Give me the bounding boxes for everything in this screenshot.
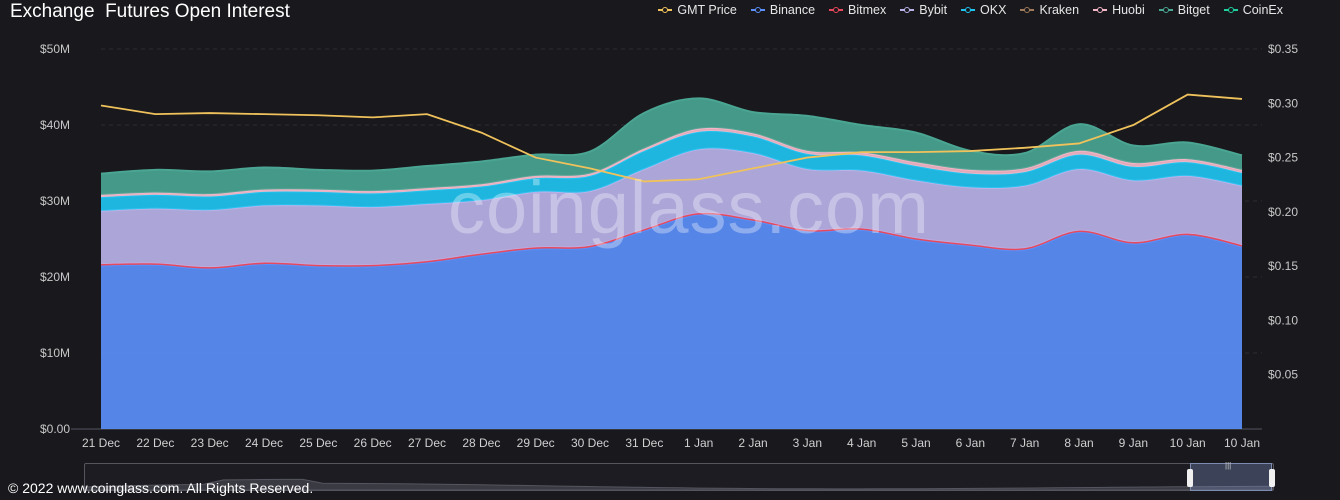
slider-handle-left[interactable] xyxy=(1187,469,1193,487)
y-right-tick-label: $0.30 xyxy=(1268,96,1298,110)
legend-label: Binance xyxy=(769,3,816,17)
area-bybit xyxy=(101,148,1242,268)
x-tick-label: 6 Jan xyxy=(956,436,985,450)
zoom-slider[interactable]: ||| xyxy=(84,461,1275,491)
legend-marker-icon xyxy=(1020,6,1035,14)
x-tick-label: 31 Dec xyxy=(625,436,663,450)
y-left-tick-label: $50M xyxy=(40,42,70,56)
legend-label: Bybit xyxy=(919,3,948,17)
x-tick-label: 28 Dec xyxy=(462,436,500,450)
series-line-bitget xyxy=(100,97,1243,175)
x-tick-label: 30 Dec xyxy=(571,436,609,450)
y-right-tick-label: $0.10 xyxy=(1268,313,1298,327)
copyright-text: © 2022 www.coinglass.com. All Rights Res… xyxy=(8,480,314,496)
y-left-tick-label: $20M xyxy=(40,270,70,284)
legend-marker-icon xyxy=(829,6,844,14)
y-right-tick-label: $0.25 xyxy=(1268,151,1298,165)
x-tick-label: 23 Dec xyxy=(191,436,229,450)
y-right-tick-label: $0.15 xyxy=(1268,259,1298,273)
legend-marker-icon xyxy=(750,6,765,14)
x-tick-label: 10 Jan xyxy=(1224,436,1260,450)
x-tick-label: 4 Jan xyxy=(847,436,876,450)
x-tick-label: 25 Dec xyxy=(299,436,337,450)
legend-marker-icon xyxy=(961,6,976,14)
legend-item-bitget[interactable]: Bitget xyxy=(1158,3,1210,17)
legend-item-bybit[interactable]: Bybit xyxy=(900,3,947,17)
legend-marker-icon xyxy=(658,6,673,14)
x-tick-label: 7 Jan xyxy=(1010,436,1039,450)
legend-label: Bitmex xyxy=(848,3,887,17)
legend-marker-icon xyxy=(900,6,915,14)
series-line-okx xyxy=(100,130,1243,199)
watermark: coinglass.com xyxy=(448,166,930,249)
legend-item-huobi[interactable]: Huobi xyxy=(1093,3,1145,17)
y-left-tick-label: $30M xyxy=(40,194,70,208)
legend-label: OKX xyxy=(980,3,1007,17)
x-tick-label: 21 Dec xyxy=(82,436,120,450)
x-tick-label: 8 Jan xyxy=(1064,436,1093,450)
legend-label: Bitget xyxy=(1177,3,1210,17)
y-right-tick-label: $0.35 xyxy=(1268,42,1298,56)
chart-legend: GMT Price Binance Bitmex Bybit OKX Kraken Huob… xyxy=(658,3,1283,17)
x-tick-label: 29 Dec xyxy=(517,436,555,450)
legend-item-binance[interactable]: Binance xyxy=(750,3,816,17)
legend-marker-icon xyxy=(1158,6,1173,14)
y-right-tick-label: $0.05 xyxy=(1268,368,1298,382)
legend-item-coinex[interactable]: CoinEx xyxy=(1223,3,1283,17)
slider-grip-icon[interactable]: ||| xyxy=(1225,461,1232,470)
legend-label: Huobi xyxy=(1112,3,1145,17)
open-interest-chart: $0.00 $10M $20M $30M $40M $50M $0.05 $0.10 $0.15… xyxy=(40,42,1298,450)
legend-item-kraken[interactable]: Kraken xyxy=(1020,3,1079,17)
x-tick-label: 10 Jan xyxy=(1170,436,1206,450)
x-tick-label: 27 Dec xyxy=(408,436,446,450)
legend-item-gmt-price[interactable]: GMT Price xyxy=(658,3,737,17)
legend-label: CoinEx xyxy=(1242,3,1283,17)
legend-label: Kraken xyxy=(1039,3,1080,17)
x-tick-label: 1 Jan xyxy=(684,436,713,450)
legend-label: GMT Price xyxy=(677,3,737,17)
x-tick-label: 2 Jan xyxy=(738,436,767,450)
y-left-tick-label: $10M xyxy=(40,346,70,360)
x-tick-label: 9 Jan xyxy=(1119,436,1148,450)
y-right-tick-label: $0.20 xyxy=(1268,205,1298,219)
x-tick-label: 5 Jan xyxy=(901,436,930,450)
x-tick-label: 24 Dec xyxy=(245,436,283,450)
slider-selection[interactable]: ||| xyxy=(1187,461,1275,491)
legend-item-bitmex[interactable]: Bitmex xyxy=(829,3,886,17)
y-left-tick-label: $40M xyxy=(40,118,70,132)
legend-marker-icon xyxy=(1093,6,1108,14)
legend-item-okx[interactable]: OKX xyxy=(961,3,1006,17)
y-left-tick-label: $0.00 xyxy=(40,422,70,436)
slider-handle-right[interactable] xyxy=(1269,469,1275,487)
chart-title: Exchange Futures Open Interest xyxy=(10,1,290,22)
slider-preview xyxy=(85,478,1273,490)
x-tick-label: 26 Dec xyxy=(354,436,392,450)
price-line xyxy=(100,93,1243,183)
legend-marker-icon xyxy=(1223,6,1238,14)
x-tick-label: 22 Dec xyxy=(136,436,174,450)
area-binance xyxy=(101,214,1242,429)
x-tick-label: 3 Jan xyxy=(793,436,822,450)
area-okx xyxy=(101,131,1242,211)
